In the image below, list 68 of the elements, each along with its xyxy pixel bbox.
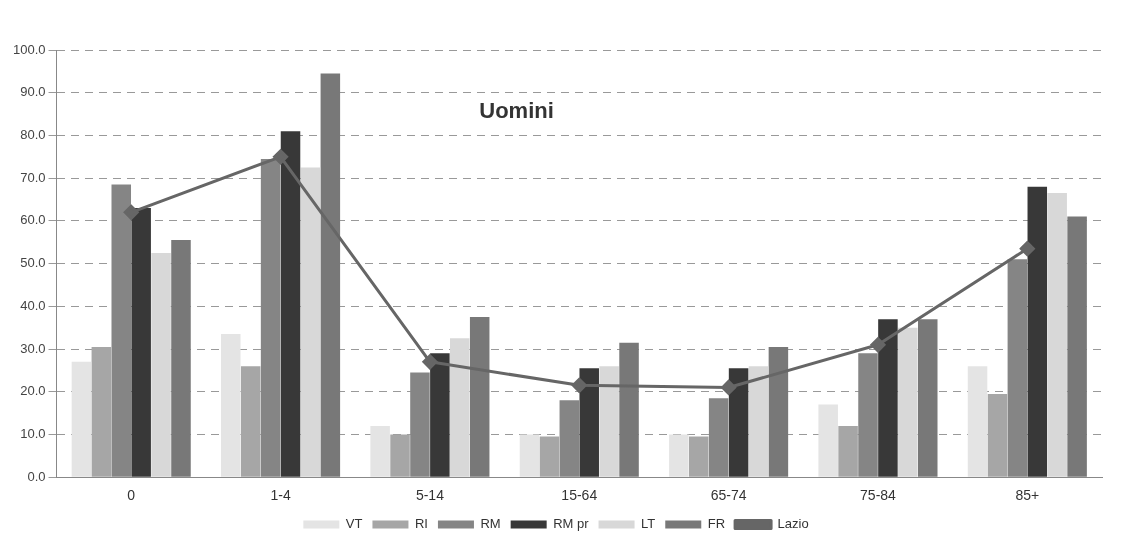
y-tick-label: 20.0 <box>20 383 46 399</box>
bar <box>430 353 450 477</box>
point <box>571 377 587 393</box>
bar <box>390 434 410 477</box>
x-tick-label: 75-84 <box>860 487 897 504</box>
y-tick-label: 0.0 <box>27 468 46 484</box>
bar <box>599 366 619 477</box>
text: Uomini <box>479 98 554 124</box>
legend-label: RM pr <box>553 516 590 532</box>
y-tick-label: 50.0 <box>20 255 46 271</box>
bar <box>300 167 321 477</box>
bar <box>221 334 241 477</box>
bar <box>967 366 988 477</box>
bar <box>669 434 689 477</box>
point <box>422 354 438 370</box>
bar <box>1067 216 1087 477</box>
legend-label: LT <box>641 516 656 532</box>
legend-label: RI <box>414 516 428 532</box>
bar <box>320 73 341 477</box>
bar <box>579 368 599 477</box>
x-tick-label: 65-74 <box>710 487 747 504</box>
bar <box>619 342 639 477</box>
y-tick-label: 40.0 <box>20 297 46 313</box>
bar <box>987 393 1008 477</box>
bar <box>818 404 838 477</box>
legend-label: RM <box>480 516 501 532</box>
bar <box>539 436 560 477</box>
y-tick-label: 10.0 <box>20 426 46 442</box>
x-tick-label: 5-14 <box>415 487 445 504</box>
point <box>870 337 886 353</box>
y-tick-label: 60.0 <box>20 212 46 228</box>
bar <box>1047 193 1067 477</box>
y-tick-label: 80.0 <box>20 127 46 143</box>
bar <box>748 366 769 477</box>
bar <box>878 319 898 477</box>
y-tick-label: 100.0 <box>12 41 46 57</box>
bar <box>151 252 171 477</box>
bar <box>240 366 261 477</box>
x-tick-label: 0 <box>127 487 136 504</box>
point <box>1019 241 1035 257</box>
bar <box>918 319 938 477</box>
bar <box>370 425 390 477</box>
bar <box>898 327 918 477</box>
bar <box>469 317 490 477</box>
bar <box>688 436 709 477</box>
y-tick-label: 30.0 <box>20 340 46 356</box>
bar <box>450 338 470 477</box>
bar <box>280 131 301 477</box>
bar <box>728 368 749 477</box>
y-tick-label: 70.0 <box>20 169 46 185</box>
x-tick-label: 85+ <box>1015 487 1040 504</box>
bar <box>768 346 789 477</box>
bar <box>91 346 112 477</box>
bar <box>131 208 151 477</box>
point <box>273 149 289 165</box>
bar <box>171 240 191 477</box>
point <box>721 379 737 395</box>
y-tick-label: 90.0 <box>20 84 46 100</box>
bar <box>1027 186 1048 477</box>
legend-label: Lazio <box>777 516 809 532</box>
x-tick-label: 1-4 <box>270 487 291 504</box>
bar <box>519 434 540 477</box>
bar <box>838 425 858 477</box>
legend-label: FR <box>707 516 726 532</box>
point <box>123 204 139 220</box>
x-tick-label: 15-64 <box>561 487 598 504</box>
legend-label: VT <box>345 516 363 532</box>
bar <box>71 361 92 477</box>
